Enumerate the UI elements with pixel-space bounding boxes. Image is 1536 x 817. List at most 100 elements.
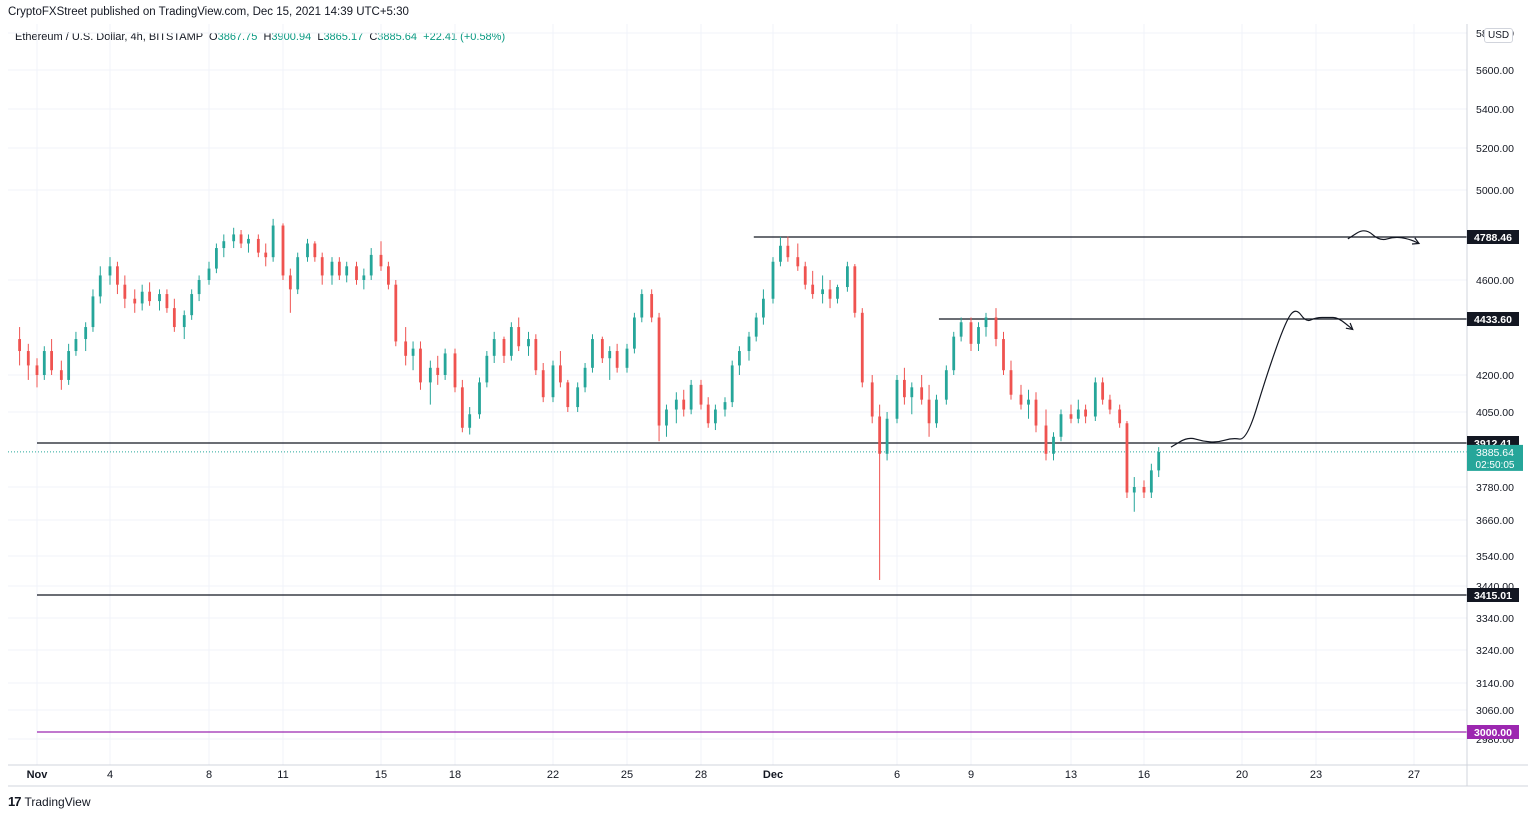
candle-body — [945, 370, 948, 399]
candle-body — [755, 318, 758, 337]
candle — [910, 382, 913, 414]
candle — [133, 289, 136, 312]
y-tick-label: 5000.00 — [1476, 185, 1514, 197]
candle-body — [1109, 400, 1112, 410]
candle-body — [861, 313, 864, 383]
candle — [633, 313, 636, 354]
candle — [591, 334, 594, 372]
candle — [584, 363, 587, 392]
candle — [559, 351, 562, 387]
candle-body — [454, 353, 457, 387]
candle-body — [404, 341, 407, 355]
candle-body — [1101, 382, 1104, 399]
candle — [920, 375, 923, 405]
candle-body — [345, 266, 348, 275]
candle — [355, 262, 358, 285]
candle-body — [1126, 423, 1129, 492]
x-tick-label: 9 — [968, 769, 974, 781]
candle — [601, 337, 604, 363]
y-tick-label: 3340.00 — [1476, 613, 1514, 625]
candle-body — [461, 387, 464, 427]
candle — [527, 332, 530, 356]
projection-paths — [1171, 231, 1419, 447]
candle — [50, 339, 53, 375]
candle-body — [1118, 410, 1121, 424]
candle-body — [658, 318, 661, 426]
x-tick-label: Dec — [763, 769, 783, 781]
candle — [804, 262, 807, 290]
candle — [1070, 405, 1073, 424]
candle-body — [485, 356, 488, 383]
candle-body — [1045, 426, 1048, 454]
candle-body — [682, 400, 685, 410]
level-badge-label: 3415.01 — [1474, 590, 1512, 602]
candle — [640, 289, 643, 322]
candle — [247, 234, 250, 252]
candle-body — [995, 318, 998, 340]
candle — [289, 269, 292, 313]
candle-body — [970, 322, 973, 344]
candle-body — [190, 294, 193, 315]
candle — [60, 361, 63, 390]
candle — [682, 390, 685, 417]
candle — [257, 234, 260, 257]
candle — [1126, 421, 1129, 498]
candle — [306, 239, 309, 262]
candle — [665, 405, 668, 437]
candles — [18, 219, 1160, 580]
y-tick-label: 3060.00 — [1476, 705, 1514, 717]
horizontal-levels — [8, 237, 1467, 732]
candle — [215, 243, 218, 273]
candle — [1094, 377, 1097, 421]
candle-body — [429, 368, 432, 383]
candle — [552, 361, 555, 403]
candle-body — [910, 387, 913, 397]
candle-body — [510, 327, 513, 356]
candle-body — [109, 266, 112, 275]
candle-body — [1070, 414, 1073, 419]
candle — [404, 327, 407, 365]
candle — [517, 318, 520, 352]
candle-body — [43, 351, 46, 375]
candle — [690, 380, 693, 414]
candle — [75, 332, 78, 356]
candle — [296, 253, 299, 294]
candle-body — [886, 419, 889, 454]
candle — [1109, 395, 1112, 415]
tradingview-footer: 17 TradingView — [8, 794, 91, 809]
candle-body — [198, 280, 201, 294]
candle-body — [871, 382, 874, 416]
candle-body — [559, 365, 562, 382]
currency-button[interactable]: USD — [1484, 28, 1513, 43]
x-tick-label: Nov — [27, 769, 49, 781]
candle-body — [1027, 400, 1030, 405]
candle-body — [821, 289, 824, 294]
candle — [1027, 390, 1030, 419]
candle — [43, 346, 46, 380]
candle-body — [928, 400, 931, 424]
level-badge-label: 4788.46 — [1474, 232, 1512, 244]
candle-body — [1143, 487, 1146, 493]
candle-body — [811, 285, 814, 294]
candle-body — [67, 351, 70, 380]
candle — [762, 289, 765, 324]
y-tick-label: 5600.00 — [1476, 65, 1514, 77]
candle-body — [853, 266, 856, 313]
candle — [173, 299, 176, 332]
candle-body — [700, 385, 703, 405]
candle — [878, 405, 881, 580]
candle-body — [306, 243, 309, 257]
candle — [109, 257, 112, 285]
y-tick-label: 4600.00 — [1476, 275, 1514, 287]
candle — [1010, 361, 1013, 400]
candle-body — [896, 380, 899, 419]
candle-body — [36, 365, 39, 375]
candle-body — [724, 402, 727, 409]
tradingview-brand: TradingView — [24, 795, 90, 809]
candle — [1045, 410, 1048, 461]
candle — [650, 289, 653, 322]
candle-body — [1010, 370, 1013, 395]
candle — [232, 228, 235, 248]
candle-body — [92, 296, 95, 327]
